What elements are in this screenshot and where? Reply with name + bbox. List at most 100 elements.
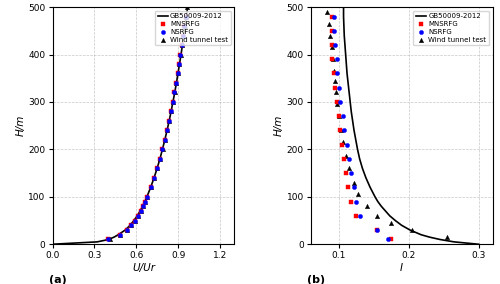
MNSRFG [179, 33, 187, 38]
MNSRFG [182, 14, 190, 19]
NSRFG [182, 14, 190, 19]
GB50009-2012 [175, 72, 181, 75]
NSRFG [373, 228, 381, 232]
Wind tunnel test [350, 180, 358, 185]
NSRFG [170, 90, 178, 95]
NSRFG [332, 57, 340, 62]
GB50009-2012 [386, 214, 392, 218]
GB50009-2012 [372, 195, 378, 199]
GB50009-2012 [382, 209, 388, 213]
GB50009-2012 [356, 157, 362, 160]
NSRFG [331, 43, 339, 47]
NSRFG [116, 233, 124, 237]
Wind tunnel test [323, 10, 331, 14]
Wind tunnel test [330, 69, 338, 73]
MNSRFG [328, 57, 336, 62]
GB50009-2012 [170, 100, 176, 104]
MNSRFG [130, 218, 138, 223]
MNSRFG [330, 71, 338, 76]
Wind tunnel test [147, 185, 155, 190]
Wind tunnel test [174, 71, 182, 76]
GB50009-2012 [111, 235, 117, 239]
Wind tunnel test [176, 52, 184, 57]
GB50009-2012 [151, 176, 157, 179]
MNSRFG [167, 109, 175, 114]
MNSRFG [352, 214, 360, 218]
MNSRFG [142, 199, 150, 204]
Wind tunnel test [443, 235, 451, 239]
NSRFG [172, 81, 180, 85]
NSRFG [136, 209, 144, 213]
Wind tunnel test [154, 166, 162, 171]
Wind tunnel test [144, 195, 152, 199]
GB50009-2012 [127, 224, 133, 227]
NSRFG [345, 156, 353, 161]
MNSRFG [163, 128, 171, 133]
Wind tunnel test [334, 114, 342, 118]
Wind tunnel test [156, 156, 164, 161]
GB50009-2012 [367, 186, 373, 189]
GB50009-2012 [94, 240, 100, 244]
Wind tunnel test [116, 233, 124, 237]
GB50009-2012 [115, 233, 121, 237]
NSRFG [330, 14, 338, 19]
GB50009-2012 [363, 176, 369, 179]
MNSRFG [147, 185, 155, 190]
Text: (a): (a) [49, 275, 66, 284]
MNSRFG [338, 142, 346, 147]
MNSRFG [174, 71, 182, 76]
GB50009-2012 [140, 204, 145, 208]
MNSRFG [150, 176, 158, 180]
MNSRFG [144, 195, 152, 199]
MNSRFG [127, 223, 135, 227]
Wind tunnel test [163, 128, 171, 133]
NSRFG [142, 199, 150, 204]
MNSRFG [387, 237, 395, 242]
MNSRFG [328, 43, 336, 47]
MNSRFG [334, 114, 342, 118]
GB50009-2012 [157, 157, 163, 160]
MNSRFG [161, 138, 169, 142]
Wind tunnel test [337, 128, 345, 133]
Wind tunnel test [169, 100, 177, 104]
Y-axis label: H/m: H/m [16, 115, 26, 136]
Wind tunnel test [122, 228, 130, 232]
GB50009-2012 [342, 53, 348, 56]
Wind tunnel test [134, 214, 142, 218]
GB50009-2012 [426, 235, 432, 239]
Wind tunnel test [325, 21, 333, 26]
NSRFG [180, 24, 188, 28]
Wind tunnel test [345, 166, 353, 171]
NSRFG [127, 223, 135, 227]
MNSRFG [344, 185, 351, 190]
NSRFG [139, 204, 147, 208]
X-axis label: I: I [400, 263, 403, 273]
MNSRFG [104, 237, 112, 242]
Wind tunnel test [179, 33, 187, 38]
MNSRFG [178, 43, 186, 47]
GB50009-2012 [137, 209, 143, 213]
Wind tunnel test [362, 204, 370, 208]
NSRFG [163, 128, 171, 133]
MNSRFG [165, 119, 173, 123]
GB50009-2012 [180, 43, 186, 47]
MNSRFG [340, 156, 348, 161]
MNSRFG [336, 128, 344, 133]
MNSRFG [328, 14, 336, 19]
GB50009-2012 [341, 34, 347, 37]
Wind tunnel test [139, 204, 147, 208]
MNSRFG [122, 228, 130, 232]
GB50009-2012 [134, 214, 140, 218]
NSRFG [339, 114, 347, 118]
MNSRFG [175, 62, 183, 66]
NSRFG [340, 128, 348, 133]
Wind tunnel test [182, 14, 190, 19]
Wind tunnel test [106, 237, 114, 242]
Wind tunnel test [165, 119, 173, 123]
MNSRFG [331, 85, 339, 90]
MNSRFG [328, 29, 336, 33]
NSRFG [178, 43, 186, 47]
GB50009-2012 [351, 129, 357, 132]
Wind tunnel test [339, 140, 347, 145]
GB50009-2012 [392, 219, 398, 222]
